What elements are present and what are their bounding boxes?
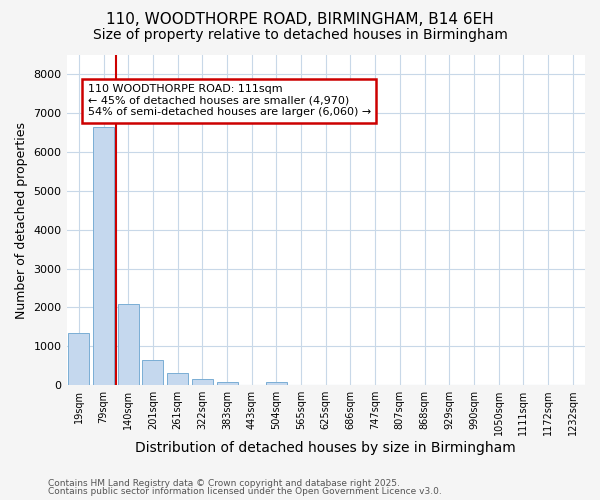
- Bar: [217, 382, 238, 385]
- Y-axis label: Number of detached properties: Number of detached properties: [15, 122, 28, 318]
- Bar: [118, 304, 139, 385]
- Bar: [266, 382, 287, 385]
- Bar: [68, 332, 89, 385]
- Text: 110 WOODTHORPE ROAD: 111sqm
← 45% of detached houses are smaller (4,970)
54% of : 110 WOODTHORPE ROAD: 111sqm ← 45% of det…: [88, 84, 371, 117]
- Bar: [167, 372, 188, 385]
- X-axis label: Distribution of detached houses by size in Birmingham: Distribution of detached houses by size …: [136, 441, 516, 455]
- Text: Size of property relative to detached houses in Birmingham: Size of property relative to detached ho…: [92, 28, 508, 42]
- Text: 110, WOODTHORPE ROAD, BIRMINGHAM, B14 6EH: 110, WOODTHORPE ROAD, BIRMINGHAM, B14 6E…: [106, 12, 494, 28]
- Bar: [93, 127, 114, 385]
- Text: Contains public sector information licensed under the Open Government Licence v3: Contains public sector information licen…: [48, 487, 442, 496]
- Bar: [142, 360, 163, 385]
- Text: Contains HM Land Registry data © Crown copyright and database right 2025.: Contains HM Land Registry data © Crown c…: [48, 478, 400, 488]
- Bar: [192, 380, 213, 385]
